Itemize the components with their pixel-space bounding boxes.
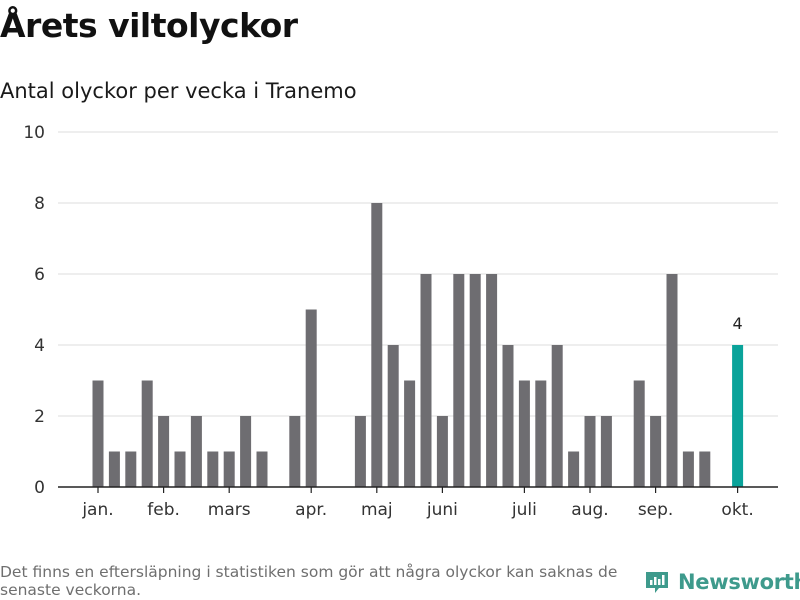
bar (387, 345, 399, 487)
bar (223, 451, 235, 487)
bar (551, 345, 563, 487)
x-tick-label: okt. (721, 500, 753, 520)
bar (125, 451, 137, 487)
bar (207, 451, 219, 487)
x-tick-label: maj (361, 500, 393, 520)
x-tick-label: sep. (638, 500, 674, 520)
bar (256, 451, 268, 487)
bar (633, 380, 645, 487)
x-tick-label: juli (511, 500, 537, 520)
bar (453, 274, 465, 487)
grid-lines (58, 131, 778, 417)
bar (305, 309, 317, 487)
y-tick-label: 6 (34, 265, 45, 285)
bar (584, 416, 596, 487)
bar (535, 380, 547, 487)
bar (502, 345, 514, 487)
x-tick-label: mars (208, 500, 251, 520)
bar (568, 451, 580, 487)
x-tick-label: apr. (295, 500, 327, 520)
footnote: Det finns en eftersläpning i statistiken… (0, 563, 618, 599)
chart-title: Årets viltolyckor (0, 6, 298, 45)
data-label: 4 (733, 314, 743, 333)
bar (141, 380, 153, 487)
brand-logo[interactable]: Newsworthy (644, 569, 800, 595)
newsworthy-logo-icon (646, 572, 668, 593)
bar (518, 380, 530, 487)
bar (158, 416, 170, 487)
bar (699, 451, 711, 487)
bar (240, 416, 252, 487)
x-axis-ticks: jan. feb. mars apr. maj juni juli aug. sep. okt. (81, 487, 754, 520)
chart-subtitle: Antal olyckor per vecka i Tranemo (0, 79, 357, 103)
y-tick-label: 0 (34, 478, 45, 498)
x-tick-label: jan. (81, 500, 113, 520)
brand-name: Newsworthy (678, 570, 800, 594)
bar (174, 451, 186, 487)
y-tick-label: 4 (34, 336, 45, 356)
bar (469, 274, 481, 487)
bar-highlight (732, 345, 744, 487)
data-labels: 4 (733, 314, 743, 333)
bar (600, 416, 612, 487)
y-axis-ticks: 0 2 4 6 8 10 (23, 123, 45, 498)
bar (420, 274, 432, 487)
bar (190, 416, 202, 487)
bar (404, 380, 416, 487)
bar (436, 416, 448, 487)
bar (92, 380, 104, 487)
y-tick-label: 8 (34, 194, 45, 214)
bar (354, 416, 366, 487)
bar (371, 203, 383, 487)
bar (486, 274, 498, 487)
bars (92, 203, 744, 487)
bar (650, 416, 662, 487)
x-tick-label: juni (426, 500, 458, 520)
bar-chart: 0 2 4 6 8 10 jan. feb. mars apr. maj juni juli aug. s… (23, 123, 778, 520)
bar (666, 274, 678, 487)
y-tick-label: 10 (23, 123, 45, 143)
bar (108, 451, 120, 487)
y-tick-label: 2 (34, 407, 45, 427)
x-tick-label: feb. (147, 500, 180, 520)
bar (682, 451, 694, 487)
bar (289, 416, 301, 487)
x-tick-label: aug. (571, 500, 608, 520)
